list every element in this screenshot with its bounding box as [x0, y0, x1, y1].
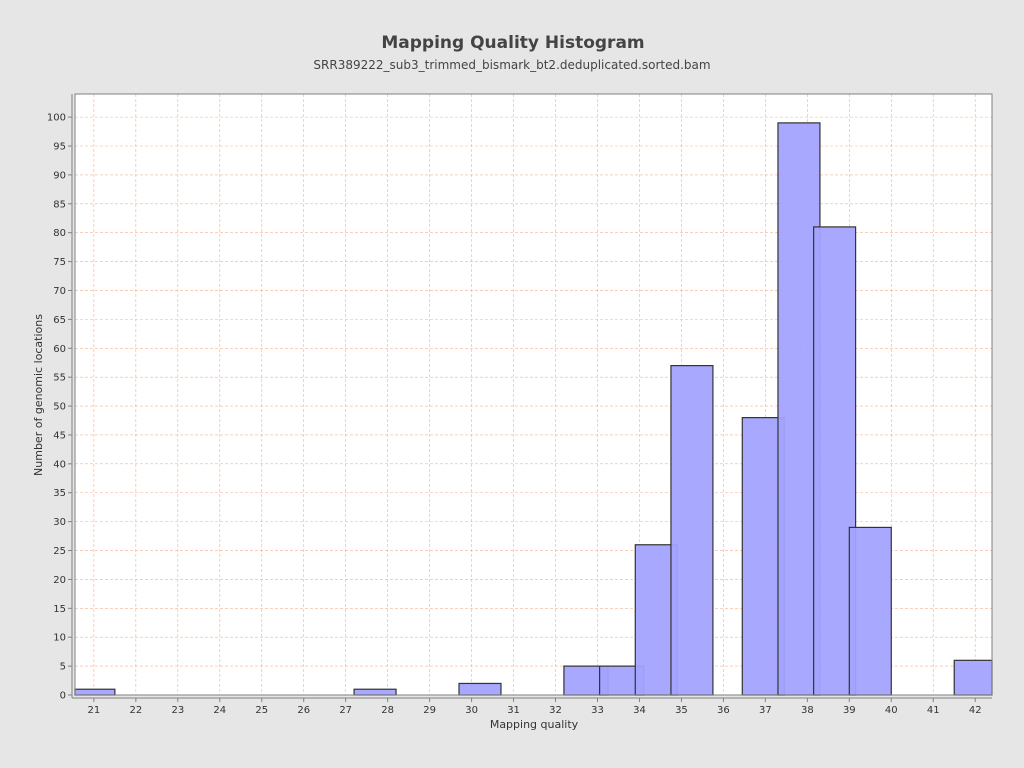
x-tick-label: 25	[255, 705, 268, 716]
y-tick-label: 75	[53, 257, 66, 268]
y-tick-label: 20	[53, 575, 66, 586]
histogram-bar	[777, 122, 821, 696]
x-tick-label: 24	[213, 705, 226, 716]
x-tick-label: 42	[969, 705, 982, 716]
y-tick-label: 55	[53, 373, 66, 384]
x-tick-label: 21	[88, 705, 101, 716]
y-tick-label: 0	[60, 691, 66, 702]
histogram-bar	[634, 544, 678, 696]
y-tick-label: 60	[53, 344, 66, 355]
chart-title: Mapping Quality Histogram	[381, 33, 644, 53]
histogram-bar	[353, 688, 397, 696]
y-tick-label: 65	[53, 315, 66, 326]
y-tick-label: 100	[47, 113, 66, 124]
y-tick-label: 40	[53, 459, 66, 470]
histogram-bar	[741, 417, 785, 696]
y-tick-label: 80	[53, 228, 66, 239]
histogram-bar	[813, 226, 857, 696]
x-tick-label: 41	[927, 705, 940, 716]
x-tick-label: 31	[507, 705, 520, 716]
y-tick-label: 10	[53, 633, 66, 644]
y-tick-label: 95	[53, 142, 66, 153]
y-axis-ticks: 0 5 10 15 20 25 30 35 40 45 50 55 60 65 70 75 80 85 90 95 10…	[47, 113, 72, 702]
histogram-bar	[74, 688, 116, 696]
x-tick-label: 39	[843, 705, 856, 716]
histogram-bar	[670, 365, 714, 696]
x-tick-label: 26	[297, 705, 310, 716]
x-tick-label: 30	[465, 705, 478, 716]
x-tick-label: 40	[885, 705, 898, 716]
y-tick-label: 45	[53, 430, 66, 441]
x-tick-label: 33	[591, 705, 604, 716]
y-tick-label: 5	[60, 662, 66, 673]
x-axis-label: Mapping quality	[490, 718, 579, 731]
histogram-bar	[953, 659, 993, 696]
x-tick-label: 37	[759, 705, 772, 716]
x-tick-label: 22	[129, 705, 142, 716]
histogram-bar	[848, 526, 892, 696]
x-tick-label: 38	[801, 705, 814, 716]
y-tick-label: 90	[53, 170, 66, 181]
x-axis-ticks: 21 22 23 24 25 26 27 28 29 30 31 32 33 34 35 36 37 38 39 40…	[88, 698, 982, 716]
histogram-bar	[458, 682, 502, 696]
y-tick-label: 35	[53, 488, 66, 499]
x-tick-label: 28	[381, 705, 394, 716]
y-tick-label: 85	[53, 199, 66, 210]
y-tick-label: 70	[53, 286, 66, 297]
x-tick-label: 35	[675, 705, 688, 716]
y-tick-label: 15	[53, 604, 66, 615]
plot-border	[74, 93, 993, 696]
x-tick-label: 36	[717, 705, 730, 716]
y-tick-label: 30	[53, 517, 66, 528]
x-tick-label: 34	[633, 705, 646, 716]
y-axis-label: Number of genomic locations	[32, 314, 45, 476]
x-tick-label: 29	[423, 705, 436, 716]
bars-group	[74, 122, 993, 696]
x-tick-label: 27	[339, 705, 352, 716]
x-tick-label: 32	[549, 705, 562, 716]
chart-subtitle: SRR389222_sub3_trimmed_bismark_bt2.dedup…	[313, 58, 710, 72]
y-tick-label: 50	[53, 402, 66, 413]
x-tick-label: 23	[171, 705, 184, 716]
y-tick-label: 25	[53, 546, 66, 557]
